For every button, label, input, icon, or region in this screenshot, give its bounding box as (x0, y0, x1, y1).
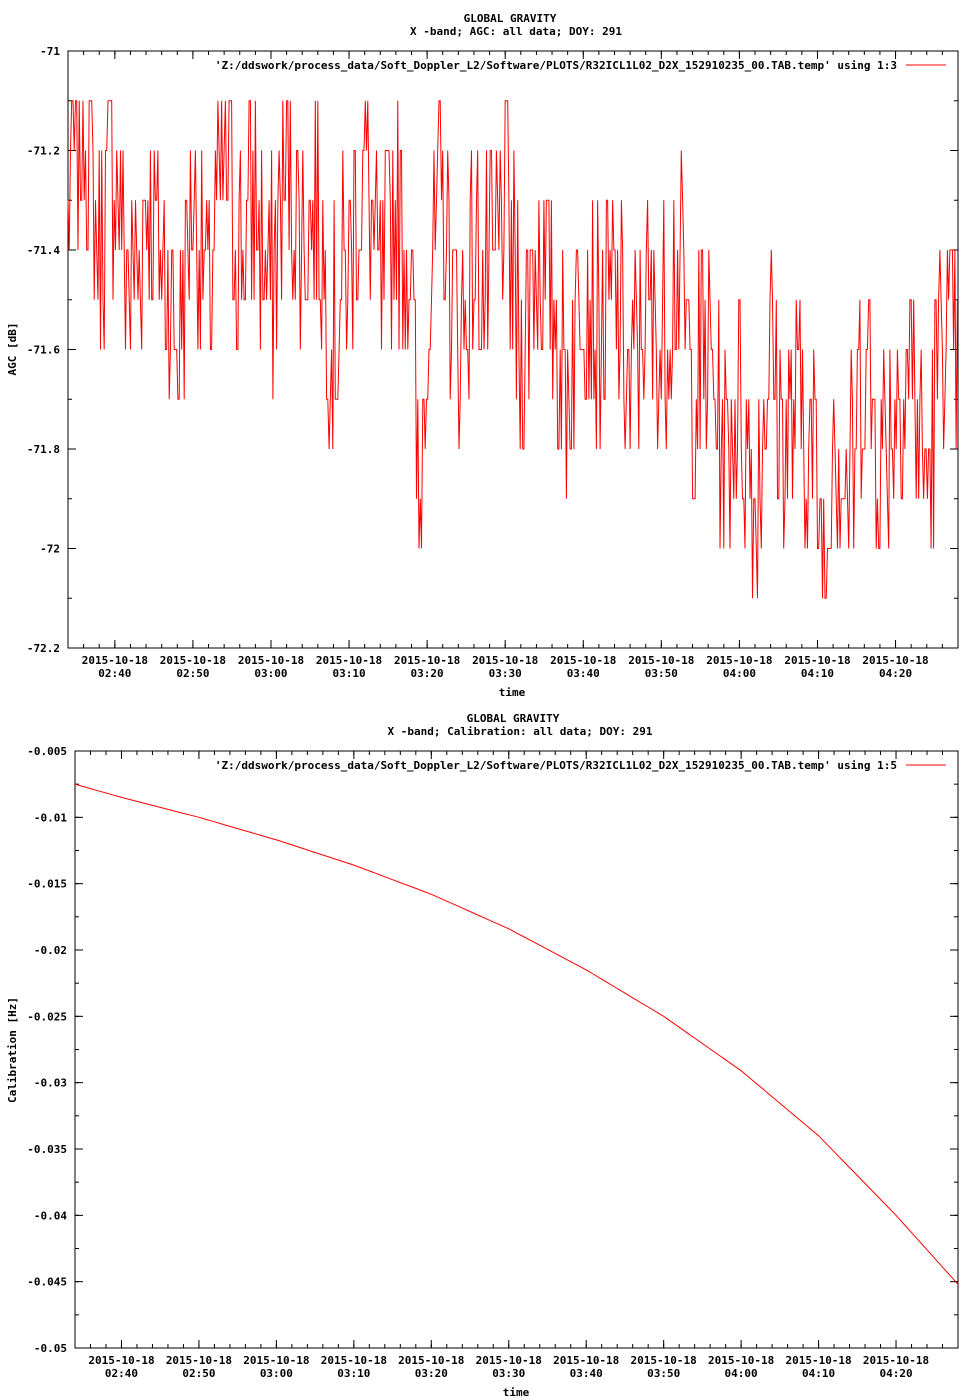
x-tick-time-label: 03:50 (647, 1367, 680, 1380)
y-tick-label: -0.005 (27, 745, 67, 758)
y-tick-label: -71.6 (27, 344, 60, 357)
x-tick-date-label: 2015-10-18 (706, 654, 772, 667)
x-tick-time-label: 04:00 (723, 667, 756, 680)
y-tick-label: -0.025 (27, 1010, 67, 1023)
y-tick-label: -0.02 (34, 944, 67, 957)
y-tick-label: -71.4 (27, 244, 60, 257)
x-tick-date-label: 2015-10-18 (476, 1354, 542, 1367)
x-tick-time-label: 03:20 (415, 1367, 448, 1380)
x-tick-date-label: 2015-10-18 (316, 654, 382, 667)
x-tick-date-label: 2015-10-18 (321, 1354, 387, 1367)
x-tick-time-label: 03:50 (645, 667, 678, 680)
y-tick-label: -0.045 (27, 1276, 67, 1289)
y-tick-label: -0.015 (27, 878, 67, 891)
x-tick-date-label: 2015-10-18 (238, 654, 304, 667)
y-tick-label: -0.05 (34, 1342, 67, 1355)
legend-label: 'Z:/ddswork/process_data/Soft_Doppler_L2… (215, 59, 897, 72)
x-tick-time-label: 02:40 (105, 1367, 138, 1380)
chart-title: GLOBAL GRAVITY (464, 12, 557, 25)
legend-label: 'Z:/ddswork/process_data/Soft_Doppler_L2… (215, 759, 897, 772)
y-tick-label: -71.8 (27, 443, 60, 456)
series-line (67, 100, 958, 599)
x-tick-date-label: 2015-10-18 (628, 654, 694, 667)
x-tick-time-label: 03:30 (492, 1367, 525, 1380)
x-tick-date-label: 2015-10-18 (166, 1354, 232, 1367)
chart-subtitle: X -band; AGC: all data; DOY: 291 (410, 25, 622, 38)
x-tick-time-label: 03:00 (254, 667, 287, 680)
x-tick-date-label: 2015-10-18 (82, 654, 148, 667)
x-tick-time-label: 02:50 (182, 1367, 215, 1380)
x-tick-time-label: 02:50 (176, 667, 209, 680)
x-tick-date-label: 2015-10-18 (160, 654, 226, 667)
x-tick-date-label: 2015-10-18 (708, 1354, 774, 1367)
chart-title: GLOBAL GRAVITY (467, 712, 560, 725)
x-tick-date-label: 2015-10-18 (631, 1354, 697, 1367)
calibration-chart-panel: GLOBAL GRAVITY X -band; Calibration: all… (6, 712, 959, 1399)
x-tick-time-label: 04:10 (802, 1367, 835, 1380)
x-tick-date-label: 2015-10-18 (88, 1354, 154, 1367)
x-tick-time-label: 03:40 (570, 1367, 603, 1380)
y-tick-label: -72.2 (27, 642, 60, 655)
y-tick-label: -0.01 (34, 811, 67, 824)
y-tick-label: -71.2 (27, 145, 60, 158)
x-tick-time-label: 04:20 (879, 1367, 912, 1380)
x-tick-date-label: 2015-10-18 (862, 654, 928, 667)
x-tick-date-label: 2015-10-18 (472, 654, 538, 667)
y-axis-label: Calibration [Hz] (6, 997, 19, 1103)
y-tick-label: -0.04 (34, 1209, 67, 1222)
x-tick-time-label: 04:10 (801, 667, 834, 680)
x-tick-time-label: 04:20 (879, 667, 912, 680)
chart-subtitle: X -band; Calibration: all data; DOY: 291 (388, 725, 653, 738)
x-axis-label: time (499, 686, 526, 699)
x-tick-time-label: 04:00 (725, 1367, 758, 1380)
series-line (74, 783, 959, 1285)
x-tick-time-label: 03:20 (411, 667, 444, 680)
x-tick-date-label: 2015-10-18 (550, 654, 616, 667)
x-axis-label: time (503, 1386, 530, 1399)
x-tick-date-label: 2015-10-18 (784, 654, 850, 667)
x-tick-time-label: 03:00 (260, 1367, 293, 1380)
y-axis-label: AGC [dB] (6, 323, 19, 376)
x-tick-date-label: 2015-10-18 (863, 1354, 929, 1367)
x-tick-date-label: 2015-10-18 (394, 654, 460, 667)
y-tick-label: -72 (40, 543, 60, 556)
x-tick-time-label: 03:30 (489, 667, 522, 680)
x-tick-date-label: 2015-10-18 (553, 1354, 619, 1367)
y-tick-label: -0.03 (34, 1077, 67, 1090)
plot-frame (74, 750, 959, 1349)
x-tick-date-label: 2015-10-18 (243, 1354, 309, 1367)
x-tick-time-label: 03:40 (567, 667, 600, 680)
x-tick-date-label: 2015-10-18 (398, 1354, 464, 1367)
agc-chart-panel: GLOBAL GRAVITY X -band; AGC: all data; D… (6, 12, 959, 699)
x-tick-time-label: 03:10 (337, 1367, 370, 1380)
x-tick-time-label: 03:10 (332, 667, 365, 680)
y-tick-label: -71 (40, 45, 60, 58)
x-tick-date-label: 2015-10-18 (785, 1354, 851, 1367)
x-tick-time-label: 02:40 (98, 667, 131, 680)
y-tick-label: -0.035 (27, 1143, 67, 1156)
